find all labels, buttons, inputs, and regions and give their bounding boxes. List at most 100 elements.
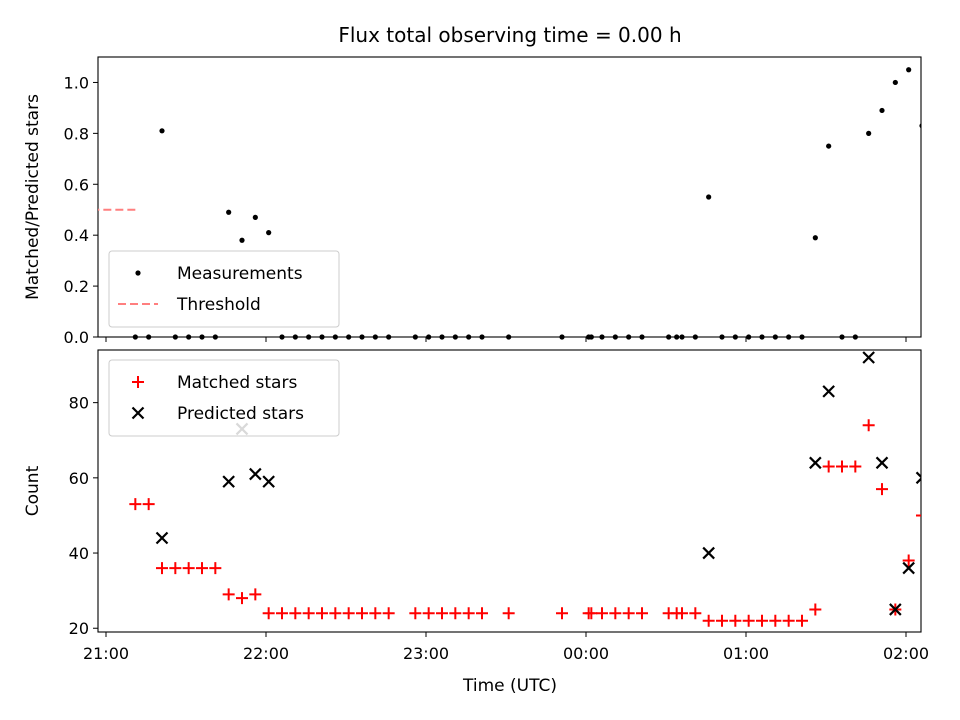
predicted-stars-point <box>862 351 875 364</box>
measurement-point <box>839 334 845 340</box>
matched-stars-point <box>289 607 302 620</box>
measurement-point <box>852 334 858 340</box>
measurement-point <box>452 334 458 340</box>
measurement-point <box>146 334 152 340</box>
predicted-stars-point <box>822 385 835 398</box>
x-tick-label: 02:00 <box>883 644 929 663</box>
matched-stars-point <box>769 614 782 627</box>
measurement-point <box>199 334 205 340</box>
x-tick-label: 01:00 <box>723 644 769 663</box>
matched-stars-point <box>449 607 462 620</box>
predicted-stars-point <box>875 456 889 470</box>
measurement-point <box>172 334 178 340</box>
matched-stars-point <box>956 585 960 597</box>
legend-box <box>108 359 340 437</box>
legend-entry-label: Predicted stars <box>177 404 304 424</box>
predicted-stars-point <box>943 529 954 540</box>
legend-entry-label: Measurements <box>177 264 303 284</box>
matched-stars-point <box>585 607 598 620</box>
legend-marker <box>131 406 145 420</box>
measurement-point <box>239 237 245 243</box>
measurement-point <box>186 334 192 340</box>
measurement-point <box>252 214 258 220</box>
matched-stars-point <box>862 419 875 432</box>
matched-stars-point <box>809 603 822 616</box>
matched-stars-point <box>142 498 155 511</box>
matched-stars-point <box>422 607 435 620</box>
y-tick-label: 0.8 <box>64 124 89 143</box>
predicted-stars-point <box>930 563 941 574</box>
matched-stars-point <box>929 615 941 627</box>
measurement-point <box>292 334 298 340</box>
measurement-point <box>906 67 912 73</box>
matched-stars-point <box>689 607 702 620</box>
x-tick-label: 00:00 <box>563 644 609 663</box>
matched-stars-point <box>276 607 288 620</box>
legend-entry-label: Matched stars <box>177 373 297 393</box>
measurement-point <box>319 334 325 340</box>
measurement-point <box>306 334 312 340</box>
matched-stars-point <box>409 607 422 620</box>
matched-stars-point <box>436 607 448 620</box>
measurement-point <box>919 123 921 129</box>
measurement-point <box>332 334 338 340</box>
measurement-point <box>692 334 698 340</box>
measurement-point <box>132 334 138 340</box>
measurement-point <box>506 334 512 340</box>
predicted-stars-point <box>222 475 235 488</box>
measurement-point <box>772 334 778 340</box>
measurement-point <box>559 334 565 340</box>
matched-stars-point <box>756 614 768 627</box>
measurement-point <box>799 334 805 340</box>
y-axis-label: Matched/Predicted stars <box>23 94 43 300</box>
measurement-point <box>946 166 951 171</box>
matched-stars-point <box>249 588 262 601</box>
y-tick-label: 0.2 <box>64 277 89 296</box>
y-tick-label: 60 <box>69 469 89 488</box>
matched-stars-point <box>316 607 328 620</box>
matched-stars-point <box>943 585 955 597</box>
matched-stars-point <box>796 614 808 627</box>
matched-stars-point <box>502 607 515 620</box>
y-tick-label: 20 <box>69 619 89 638</box>
measurement-point <box>599 334 605 340</box>
measurement-point <box>933 179 938 184</box>
measurement-point <box>626 334 632 340</box>
matched-stars-point <box>369 607 382 620</box>
matched-stars-point <box>636 607 648 620</box>
matched-stars-point <box>262 607 275 620</box>
plot-frame <box>97 349 922 633</box>
legend-marker <box>132 376 144 388</box>
matched-stars-point <box>702 614 715 627</box>
measurement-point <box>612 334 618 340</box>
predicted-stars-point <box>262 475 275 488</box>
plot-area <box>129 351 960 627</box>
measurement-point <box>812 235 818 241</box>
measurement-point <box>266 230 272 236</box>
matched-stars-point <box>876 483 888 496</box>
matched-stars-point <box>169 562 182 575</box>
measurement-point <box>479 334 485 340</box>
matched-stars-point <box>782 614 795 627</box>
matched-stars-point <box>609 607 622 620</box>
measurement-point <box>759 334 765 340</box>
x-axis-label: Time (UTC) <box>462 676 557 696</box>
x-tick-label: 21:00 <box>83 644 129 663</box>
measurement-point <box>439 334 445 340</box>
measurement-point <box>786 334 792 340</box>
measurement-point <box>706 194 712 200</box>
y-tick-label: 80 <box>69 394 89 413</box>
matched-stars-point <box>849 460 862 473</box>
measurement-point <box>674 334 680 340</box>
bottom-panel: 20 40 60 80 21:00 22:00 23:00 00:00 01:00 02:00 Co… <box>23 349 960 696</box>
measurement-point <box>412 334 418 340</box>
measurement-point <box>426 334 432 340</box>
matched-stars-point <box>129 498 142 511</box>
predicted-stars-point <box>249 467 262 481</box>
y-tick-label: 0.4 <box>64 226 89 245</box>
measurement-point <box>159 128 165 134</box>
measurement-point <box>212 334 218 340</box>
matched-stars-point <box>556 607 568 620</box>
matched-stars-point <box>342 607 355 620</box>
